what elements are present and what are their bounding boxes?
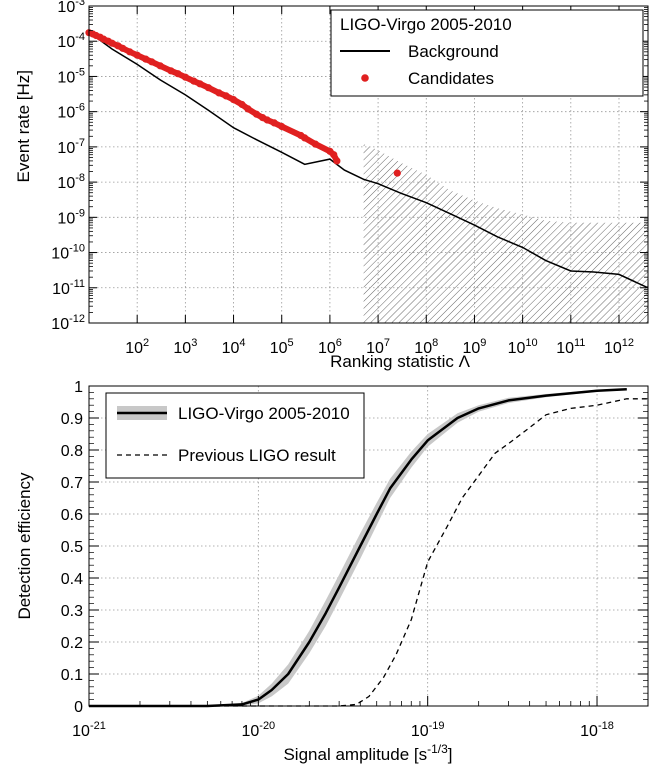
event-rate-legend: LIGO-Virgo 2005-2010 Background Candidat… bbox=[330, 9, 644, 97]
candidate-point bbox=[252, 110, 261, 118]
y-tick-label: 10-6 bbox=[57, 102, 85, 122]
y-axis-label-event-rate: Event rate [Hz] bbox=[14, 70, 33, 182]
y-tick-label: 10-10 bbox=[51, 243, 85, 263]
y-tick-label: 10-3 bbox=[57, 0, 85, 16]
candidate-point bbox=[181, 73, 189, 81]
candidate-point bbox=[133, 51, 141, 59]
legend-background-label: Background bbox=[408, 42, 499, 61]
legend-ligo-virgo-label: LIGO-Virgo 2005-2010 bbox=[178, 404, 350, 423]
x-tick-label: 105 bbox=[270, 337, 294, 357]
x-axis-label-signal-amplitude: Signal amplitude [s-1/3] bbox=[283, 742, 452, 764]
detection-efficiency-chart: 0 0.1 0.2 0.3 0.4 0.5 0.6 0.7 0.8 0.9 1 10-21 10-20… bbox=[15, 379, 649, 764]
efficiency-x-tick-labels: 10-21 10-20 10-19 10-18 bbox=[72, 720, 614, 740]
x-axis-label-ranking-statistic: Ranking statistic Λ bbox=[330, 352, 470, 371]
y-tick-label: 0.9 bbox=[61, 411, 83, 428]
event-rate-plot-frame bbox=[88, 5, 649, 324]
candidate-point bbox=[278, 122, 286, 131]
candidate-point bbox=[126, 48, 134, 56]
x-tick-label: 107 bbox=[366, 337, 390, 357]
background-line bbox=[88, 31, 649, 289]
candidate-point bbox=[148, 58, 156, 66]
ligo-virgo-uncertainty-band bbox=[89, 388, 627, 706]
y-tick-label: 10-11 bbox=[52, 278, 85, 298]
y-tick-label: 0 bbox=[74, 699, 83, 716]
event-rate-chart: 10-12 10-11 10-10 10-9 10-8 10-7 10-6 10-5 10-4 1… bbox=[14, 0, 649, 371]
candidate-point bbox=[156, 62, 164, 70]
candidate-point bbox=[333, 157, 341, 165]
candidate-point bbox=[222, 92, 230, 100]
legend-candidates-dot-swatch bbox=[361, 74, 369, 82]
background-band-area bbox=[363, 144, 648, 323]
legend-box bbox=[330, 9, 644, 97]
y-tick-label: 0.8 bbox=[61, 443, 83, 460]
candidate-point bbox=[229, 96, 238, 104]
background-uncertainty-band bbox=[363, 144, 648, 323]
y-tick-label: 0.2 bbox=[61, 635, 83, 652]
candidate-point bbox=[330, 151, 338, 159]
y-tick-label: 10-5 bbox=[57, 66, 85, 86]
y-tick-label: 0.6 bbox=[61, 507, 83, 524]
event-rate-ticks bbox=[88, 5, 648, 324]
candidate-point bbox=[301, 134, 309, 142]
x-tick-label: 10-18 bbox=[580, 720, 614, 740]
candidate-point bbox=[244, 105, 252, 113]
candidate-point bbox=[204, 84, 212, 92]
candidate-point bbox=[190, 77, 198, 85]
previous-ligo-line bbox=[89, 398, 648, 707]
candidate-point bbox=[167, 67, 175, 75]
event-rate-x-tick-labels: 102 103 104 105 106 107 108 109 1010 1011 1012 bbox=[125, 337, 634, 357]
candidate-point bbox=[108, 39, 116, 47]
candidate-point bbox=[142, 55, 150, 63]
candidate-point bbox=[215, 89, 223, 97]
y-tick-label: 0.5 bbox=[61, 539, 83, 556]
candidate-point bbox=[119, 44, 127, 52]
x-tick-label: 103 bbox=[173, 337, 197, 357]
ligo-virgo-line bbox=[89, 387, 627, 708]
candidate-point bbox=[270, 119, 278, 127]
x-tick-label: 106 bbox=[318, 337, 342, 357]
x-tick-label: 1011 bbox=[556, 337, 585, 357]
event-rate-y-tick-labels: 10-12 10-11 10-10 10-9 10-8 10-7 10-6 10-5 10-4 1… bbox=[51, 0, 85, 333]
y-tick-label: 10-7 bbox=[57, 137, 85, 157]
efficiency-legend: LIGO-Virgo 2005-2010 Previous LIGO resul… bbox=[105, 392, 365, 479]
x-axis-label-suffix: ] bbox=[448, 745, 453, 764]
x-tick-label: 102 bbox=[125, 337, 149, 357]
y-tick-label: 0.7 bbox=[61, 475, 83, 492]
x-tick-label: 109 bbox=[462, 337, 486, 357]
legend-title: LIGO-Virgo 2005-2010 bbox=[340, 15, 512, 34]
y-tick-label: 10-4 bbox=[57, 31, 85, 51]
candidate-point bbox=[393, 169, 401, 177]
x-tick-label: 104 bbox=[222, 337, 246, 357]
x-tick-label: 10-19 bbox=[411, 720, 445, 740]
y-tick-label: 10-9 bbox=[57, 207, 85, 227]
candidate-point bbox=[174, 70, 182, 78]
candidate-point bbox=[196, 80, 204, 88]
x-axis-label-main: Signal amplitude [s bbox=[283, 745, 427, 764]
y-tick-label: 10-8 bbox=[57, 172, 85, 192]
candidate-point bbox=[238, 100, 246, 109]
legend-candidates-label: Candidates bbox=[408, 69, 494, 88]
x-tick-label: 1012 bbox=[604, 337, 634, 357]
efficiency-y-tick-labels: 0 0.1 0.2 0.3 0.4 0.5 0.6 0.7 0.8 0.9 1 bbox=[61, 379, 83, 716]
y-tick-label: 10-12 bbox=[51, 313, 85, 333]
efficiency-ticks bbox=[88, 385, 648, 707]
x-tick-label: 10-21 bbox=[72, 720, 106, 740]
x-tick-label: 108 bbox=[414, 337, 438, 357]
y-axis-label-detection-efficiency: Detection efficiency bbox=[15, 472, 34, 620]
x-axis-label-superscript: -1/3 bbox=[427, 742, 448, 756]
y-tick-label: 0.1 bbox=[61, 667, 83, 684]
efficiency-series bbox=[89, 387, 648, 708]
y-tick-label: 0.3 bbox=[61, 603, 83, 620]
event-rate-series bbox=[85, 29, 649, 289]
x-tick-label: 10-20 bbox=[241, 720, 275, 740]
y-tick-label: 1 bbox=[74, 379, 83, 396]
candidate-point bbox=[311, 140, 319, 148]
candidate-point bbox=[263, 116, 271, 124]
y-tick-label: 0.4 bbox=[61, 571, 83, 588]
x-tick-label: 1010 bbox=[508, 337, 538, 357]
legend-previous-ligo-label: Previous LIGO result bbox=[178, 446, 336, 465]
